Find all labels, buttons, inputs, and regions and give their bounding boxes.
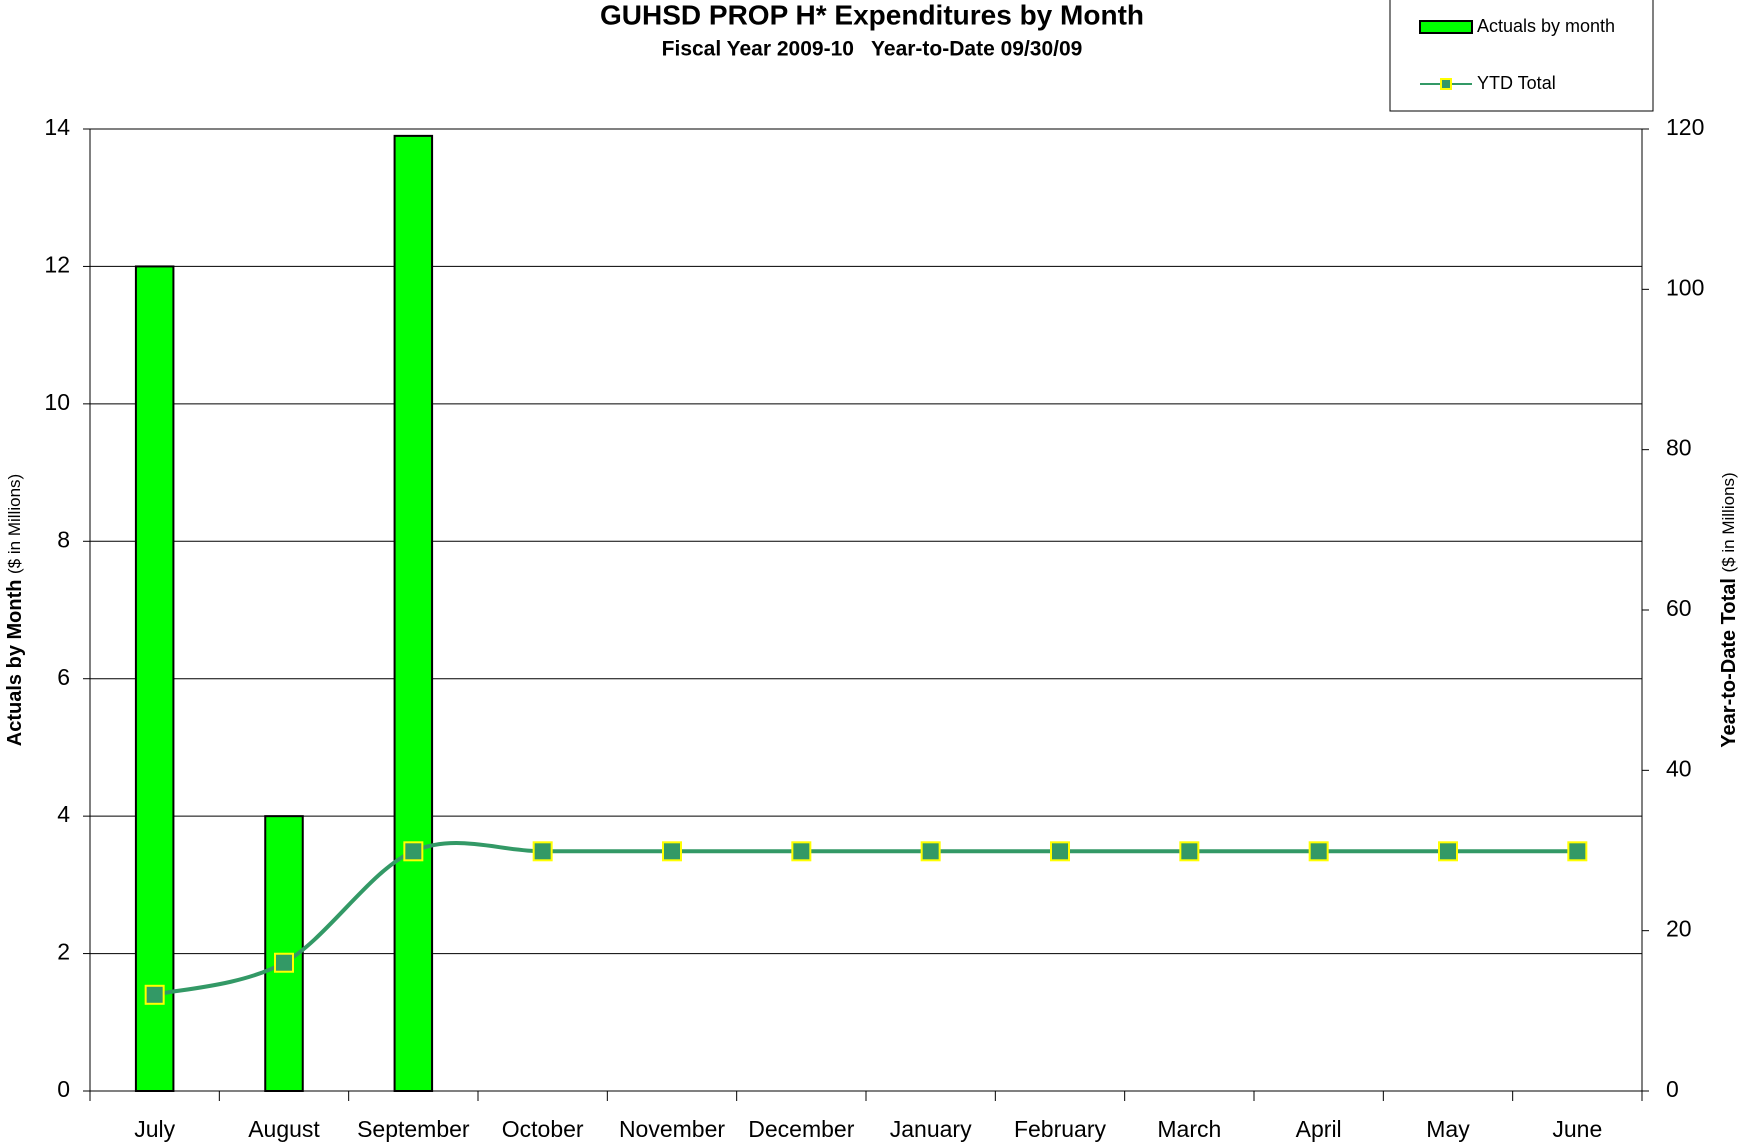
x-tick-label: March — [1157, 1116, 1221, 1142]
marker — [144, 984, 165, 1005]
marker — [532, 841, 553, 862]
marker — [1179, 841, 1200, 862]
y-axis-label-unit: ($ in Millions) — [5, 474, 24, 574]
y-axis-label-main: Actuals by Month — [4, 580, 26, 747]
marker — [791, 841, 812, 862]
marker — [920, 841, 941, 862]
line — [154, 841, 1578, 997]
x-tick-label: April — [1296, 1116, 1342, 1142]
y2-tick-label: 40 — [1666, 755, 1692, 781]
marker — [274, 952, 294, 973]
marker — [403, 841, 424, 862]
legend-box — [1389, 0, 1654, 112]
y-tick-label: 4 — [57, 801, 70, 827]
legend-label: Actuals by month — [1477, 16, 1615, 36]
y2-tick-label: 100 — [1666, 274, 1704, 300]
y2-tick-label: 0 — [1666, 1076, 1679, 1102]
y2-axis-label-main: Year-to-Date Total — [1718, 578, 1740, 748]
chart-subtitle: Fiscal Year 2009-10 Year-to-Date 09/30/0… — [662, 38, 1083, 61]
x-tick-label: October — [502, 1116, 584, 1142]
legend-swatch — [1419, 20, 1473, 34]
y-tick-label: 12 — [44, 252, 70, 278]
plot-area — [90, 129, 1642, 1091]
y2-axis-label: Year-to-Date Total ($ in Millions) — [1718, 472, 1740, 747]
y-tick-label: 2 — [57, 939, 70, 965]
legend-label: YTD Total — [1477, 73, 1556, 93]
y2-tick-label: 120 — [1666, 114, 1704, 140]
x-tick-label: January — [890, 1116, 972, 1142]
x-tick-label: May — [1426, 1116, 1470, 1142]
bar — [393, 134, 434, 1093]
x-tick-label: August — [248, 1116, 320, 1142]
y2-tick-label: 80 — [1666, 435, 1692, 461]
y-axis-label: Actuals by Month ($ in Millions) — [4, 474, 26, 746]
marker — [1050, 841, 1070, 862]
y-tick-label: 8 — [57, 526, 70, 552]
marker — [1567, 841, 1588, 862]
x-tick-label: December — [748, 1116, 854, 1142]
x-tick-label: September — [357, 1116, 470, 1142]
legend-marker — [1440, 78, 1452, 90]
y-tick-label: 6 — [57, 664, 70, 690]
marker — [1438, 841, 1458, 862]
chart-title: GUHSD PROP H* Expenditures by Month — [600, 0, 1144, 30]
y-tick-label: 10 — [44, 389, 70, 415]
marker — [1308, 841, 1329, 862]
y-tick-label: 0 — [57, 1076, 70, 1102]
marker — [662, 841, 682, 862]
y2-tick-label: 60 — [1666, 595, 1692, 621]
y2-tick-label: 20 — [1666, 916, 1692, 942]
y2-axis-label-unit: ($ in Millions) — [1719, 472, 1738, 572]
x-tick-label: June — [1552, 1116, 1602, 1142]
y-tick-label: 14 — [44, 114, 70, 140]
x-tick-label: July — [134, 1116, 175, 1142]
x-tick-label: November — [619, 1116, 725, 1142]
bar — [134, 265, 175, 1092]
x-tick-label: February — [1014, 1116, 1107, 1142]
